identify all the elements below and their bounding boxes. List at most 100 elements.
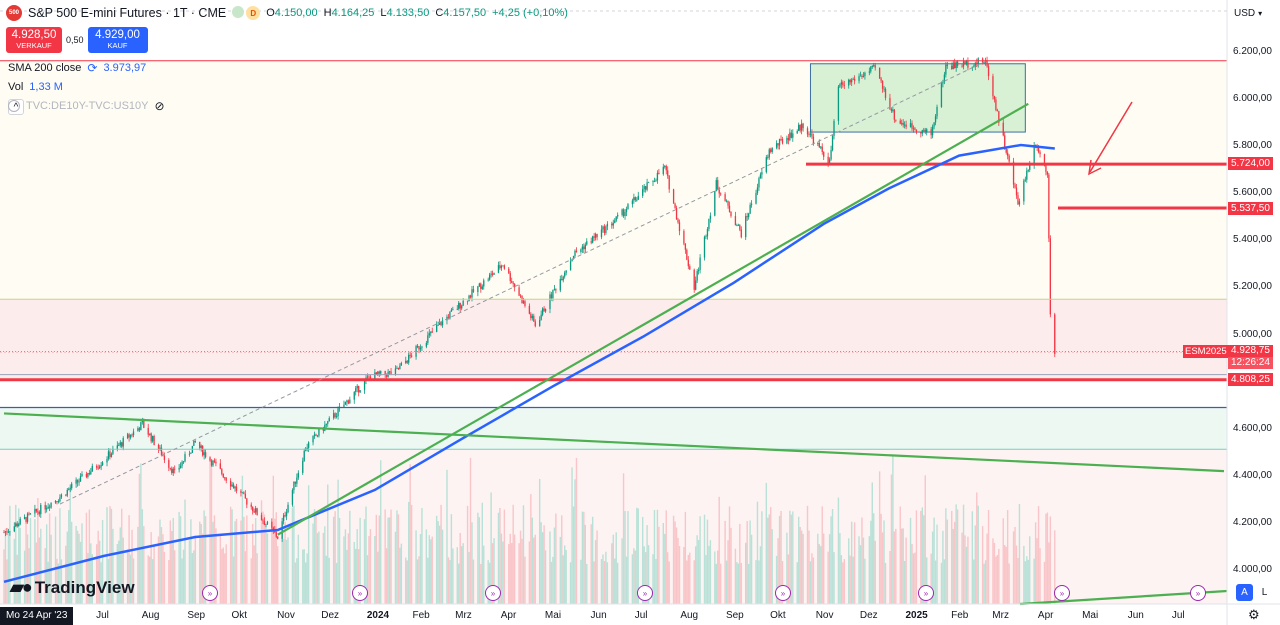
economic-event-icon[interactable]: » [202,585,218,601]
eye-hidden-icon[interactable]: ⊘ [154,99,165,113]
time-tick-label: Dez [859,610,878,621]
volume-bar [415,530,417,604]
candle-body [818,143,820,148]
sma-settings-icon[interactable]: ⟳ [87,61,98,75]
sell-button[interactable]: 4.928,50 VERKAUF [6,27,62,53]
candle-body [564,272,566,277]
candle-body [129,434,132,438]
currency-selector[interactable]: USD ▾ [1234,8,1262,19]
volume-bar [853,522,856,604]
volume-bar [1046,512,1049,604]
volume-bar [770,507,772,604]
buy-button[interactable]: 4.929,00 KAUF [87,27,148,53]
candle-body [204,452,207,458]
economic-event-icon[interactable]: » [485,585,501,601]
economic-event-icon[interactable]: » [637,585,653,601]
candle-body [852,78,854,80]
price-tick-label: 6.200,00 [1233,46,1272,57]
ohlc-close: C4.157,50 [435,7,487,19]
economic-event-icon[interactable]: » [775,585,791,601]
volume-bar [469,457,472,604]
candle-body [993,96,996,100]
volume-bar [519,530,522,604]
indicator-sma[interactable]: SMA 200 close ⟳ 3.973,97 [8,61,146,75]
candle-body [755,192,757,204]
tradingview-logo[interactable]: ▰● TradingView [10,577,135,598]
time-tick-label: 2025 [905,610,928,621]
volume-bar [756,501,759,604]
economic-event-icon[interactable]: » [1054,585,1070,601]
volume-bar [973,559,975,604]
gear-icon[interactable]: ⚙ [1248,607,1260,622]
candle-body [892,109,894,111]
candle-body [118,445,120,447]
candle-body [368,376,370,378]
economic-event-icon[interactable]: » [1190,585,1206,601]
volume-bar [244,551,247,604]
candle-body [596,234,598,238]
volume-bar [644,552,647,604]
candle-body [307,442,310,448]
volume-bar [174,550,176,604]
candle-body [730,211,732,217]
candle-body [634,197,637,201]
price-tag-4808: 4.808,25 [1228,373,1273,386]
volume-bar [1043,561,1046,604]
price-tick-label: 6.000,00 [1233,93,1272,105]
volume-bar [60,559,63,604]
volume-bar [478,517,481,604]
volume-bar [864,558,866,604]
candle-body [285,512,288,517]
candle-body [858,76,860,81]
volume-bar [468,551,470,604]
volume-bar [637,508,639,604]
candle-body [1005,147,1007,153]
volume-bar [586,563,588,604]
time-tick-label: Jul [634,610,648,621]
volume-bar [38,537,41,604]
volume-bar [181,558,183,604]
candle-body [384,370,386,375]
economic-event-icon[interactable]: » [352,585,368,601]
candle-body [503,265,506,269]
candle-body [923,129,925,131]
volume-bar [848,538,850,604]
volume-bar [59,508,61,604]
candle-body [16,523,18,527]
candle-body [449,311,451,319]
time-tick-label: Okt [770,610,786,621]
auto-scale-button[interactable]: A [1236,584,1253,601]
market-status[interactable]: D [232,6,261,20]
candle-body [375,372,377,375]
symbol-title[interactable]: S&P 500 E-mini Futures · 1T · CME [28,6,227,20]
candle-body [1054,314,1056,354]
candle-body [581,246,584,250]
candle-body [664,166,666,167]
volume-bar [132,558,135,604]
log-scale-button[interactable]: L [1261,587,1268,598]
volume-bar [873,513,875,604]
candle-body [1049,238,1052,315]
volume-bar [674,521,676,604]
arrow-annotation [1089,101,1133,173]
crosshair-date-badge: Mo 24 Apr '23 [0,607,74,625]
candle-body [122,438,124,447]
volume-bar [215,528,217,604]
volume-bar [759,546,762,604]
volume-bar [40,528,42,604]
candle-body [962,61,965,67]
volume-bar [656,509,659,604]
indicator-volume[interactable]: Vol 1,33 M [8,81,63,93]
indicator-tvc[interactable]: TVC:DE10Y-TVC:US10Y ⊘ [8,99,165,113]
candle-body [312,435,314,443]
price-tick-label: 4.200,00 [1233,516,1272,528]
candle-body [266,521,269,525]
volume-bar [75,525,77,604]
volume-bar [151,559,154,604]
economic-event-icon[interactable]: » [918,585,934,601]
volume-bar [252,523,254,604]
volume-bar [231,509,233,604]
candle-body [531,315,533,319]
candle-body [789,132,791,141]
